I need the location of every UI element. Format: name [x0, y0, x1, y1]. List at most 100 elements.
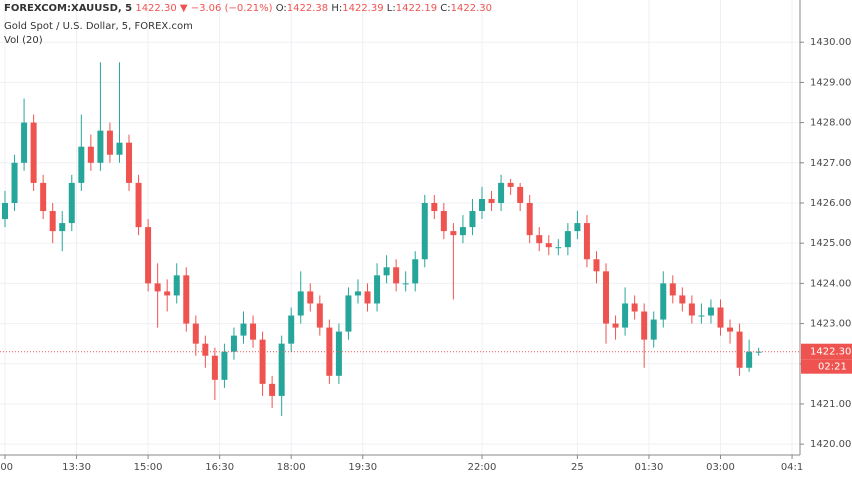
candle-body [326, 327, 333, 376]
candle-body [364, 291, 371, 304]
candle-body [307, 291, 314, 304]
ohlc-value: 1422.19 [395, 3, 438, 14]
candle-body [498, 182, 505, 203]
y-tick-label: 1423.00 [810, 319, 851, 330]
candle-body [736, 331, 743, 368]
candle-body [555, 247, 562, 249]
x-tick-label: 13:30 [62, 462, 91, 473]
x-tick-label: 19:30 [348, 462, 377, 473]
candle-body [11, 162, 18, 203]
header-price: 1422.30 [135, 3, 177, 14]
candle-body [488, 198, 495, 203]
x-tick-label: 18:00 [277, 462, 306, 473]
x-tick-label: :00 [0, 462, 13, 473]
candle-body [135, 182, 142, 228]
y-tick-label: 1427.00 [810, 158, 851, 169]
candle-body [97, 130, 104, 163]
candle-body [431, 202, 438, 212]
x-tick-label: 03:00 [706, 462, 735, 473]
candle-body [507, 182, 514, 187]
countdown: 02:21 [818, 362, 847, 373]
ohlc-label: H: [331, 3, 343, 14]
candle-body [526, 202, 533, 236]
candle-body [374, 275, 381, 304]
candle-body [679, 295, 686, 304]
candle-body [259, 339, 266, 384]
candle-body [87, 146, 94, 163]
candle-body [278, 343, 285, 396]
candle-body [717, 307, 724, 328]
ohlc-value: 1422.38 [286, 3, 329, 14]
candle-body [40, 182, 47, 212]
candle-body [2, 202, 8, 220]
ohlc-label: C: [440, 3, 451, 14]
candle-body [49, 211, 56, 232]
candle-body [145, 227, 152, 284]
candle-body [383, 267, 390, 276]
candle-body [698, 315, 705, 317]
candle-body [593, 259, 600, 272]
candle-body [612, 323, 619, 328]
candle-body [574, 223, 581, 232]
change: ▼ −3.06 (−0.21%) [179, 3, 273, 14]
price-label-box [801, 343, 852, 360]
candle-body [288, 315, 295, 344]
candle-body [536, 235, 543, 244]
ohlc-label: O: [275, 3, 287, 14]
candle-body [164, 291, 171, 296]
y-tick-label: 1428.00 [810, 118, 851, 129]
candle-body [393, 267, 400, 284]
candle-body [68, 182, 75, 224]
candle-body [30, 122, 37, 183]
candle-body [316, 303, 323, 328]
candle-body [211, 355, 218, 380]
candle-body [192, 323, 199, 344]
candle-body [459, 227, 466, 236]
candle-body [59, 223, 66, 232]
candle-body [154, 283, 161, 292]
y-tick-label: 1426.00 [810, 198, 851, 209]
y-tick-label: 1424.00 [810, 278, 851, 289]
candle-body [221, 351, 228, 380]
candle-body [230, 335, 237, 352]
candle-body [450, 231, 457, 236]
x-tick-label: 01:30 [635, 462, 664, 473]
candle-body [421, 202, 428, 260]
candle-body [269, 383, 276, 396]
candle-body [297, 291, 304, 316]
candle-body [603, 271, 610, 324]
candle-body [545, 243, 552, 248]
ohlc-value: 1422.39 [342, 3, 384, 14]
candle-body [479, 198, 485, 212]
candle-body [755, 351, 762, 353]
candle-body [240, 323, 247, 336]
x-tick-label: 16:30 [205, 462, 234, 473]
candle-body [402, 283, 409, 285]
legend-line: FOREXCOM:XAUUSD, 5 1422.30 ▼ −3.06 (−0.2… [4, 3, 492, 14]
candle-body [469, 211, 476, 228]
candle-body [727, 327, 734, 332]
candle-body [354, 291, 361, 296]
candle-body [688, 303, 695, 316]
candle-body [641, 311, 648, 340]
y-tick-label: 1425.00 [810, 238, 851, 249]
candle-body [650, 319, 657, 340]
candle-body [335, 331, 342, 376]
candle-body [517, 186, 524, 203]
candle-body [564, 231, 571, 248]
y-tick-label: 1421.00 [810, 399, 851, 410]
candle-body [660, 283, 667, 320]
x-tick-label: 15:00 [134, 462, 163, 473]
candle-body [583, 223, 590, 260]
ohlc-label: L: [386, 3, 396, 14]
x-tick-label: 25 [571, 462, 584, 473]
x-tick-label: 22:00 [468, 462, 497, 473]
candle-body [412, 259, 419, 284]
candle-body [345, 295, 352, 332]
x-tick-label: 04:1 [781, 462, 803, 473]
price-label: 1422.30 [810, 347, 851, 358]
candle-body [78, 146, 85, 183]
candle-body [707, 307, 714, 316]
